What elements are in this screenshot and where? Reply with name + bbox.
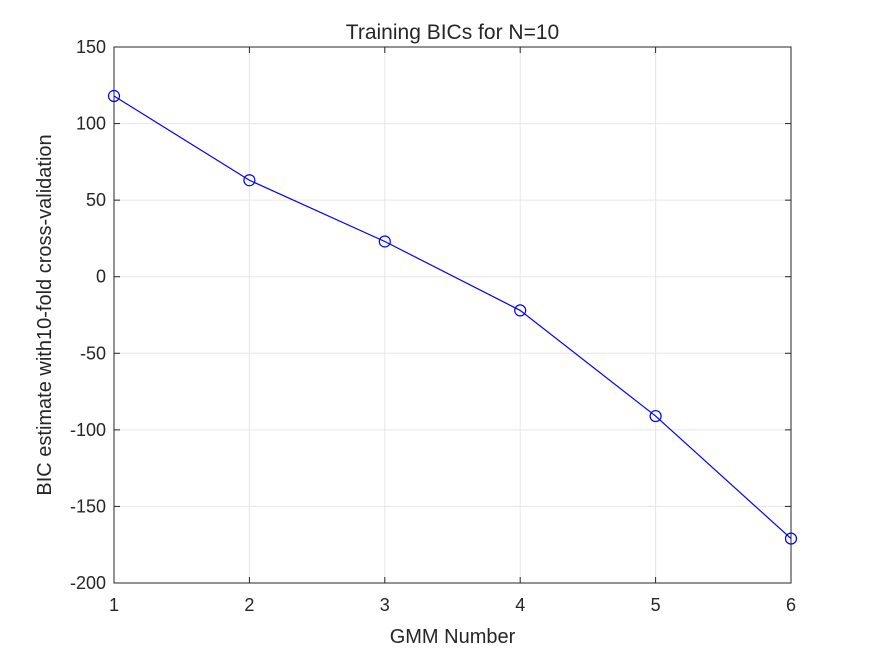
x-axis-label: GMM Number — [390, 626, 516, 648]
x-tick-label: 2 — [244, 595, 254, 615]
y-tick-label: -50 — [80, 343, 106, 363]
y-tick-label: -150 — [70, 496, 106, 516]
x-tick-label: 4 — [515, 595, 525, 615]
data-point-marker — [107, 89, 121, 103]
y-tick-labels: 150 100 50 0 -50 -100 -150 -200 — [70, 37, 106, 593]
y-tick-label: -100 — [70, 420, 106, 440]
series-group — [107, 89, 798, 545]
y-tick-label: 0 — [96, 267, 106, 287]
y-axis-label: BIC estimate with10-fold cross-validatio… — [34, 134, 56, 495]
data-point-marker — [243, 174, 256, 187]
chart-title: Training BICs for N=10 — [346, 21, 559, 44]
y-tick-label: 150 — [76, 37, 106, 57]
x-tick-label: 1 — [109, 595, 119, 615]
plot-background — [114, 47, 791, 583]
data-point-marker — [784, 532, 798, 545]
data-point-marker — [649, 409, 662, 423]
x-tick-label: 6 — [786, 595, 796, 615]
y-tick-label: 50 — [86, 190, 106, 210]
grid-lines — [114, 47, 791, 583]
y-tick-label: -200 — [70, 573, 106, 593]
axes — [113, 46, 792, 584]
axes-box — [113, 46, 792, 584]
x-tick-labels: 1 2 3 4 5 6 — [109, 595, 796, 615]
y-tick-label: 100 — [76, 114, 106, 134]
x-tick-label: 5 — [651, 595, 661, 615]
data-point-marker — [378, 235, 391, 248]
series-line — [113, 95, 792, 540]
x-tick-label: 3 — [380, 595, 390, 615]
data-point-marker — [514, 304, 527, 317]
